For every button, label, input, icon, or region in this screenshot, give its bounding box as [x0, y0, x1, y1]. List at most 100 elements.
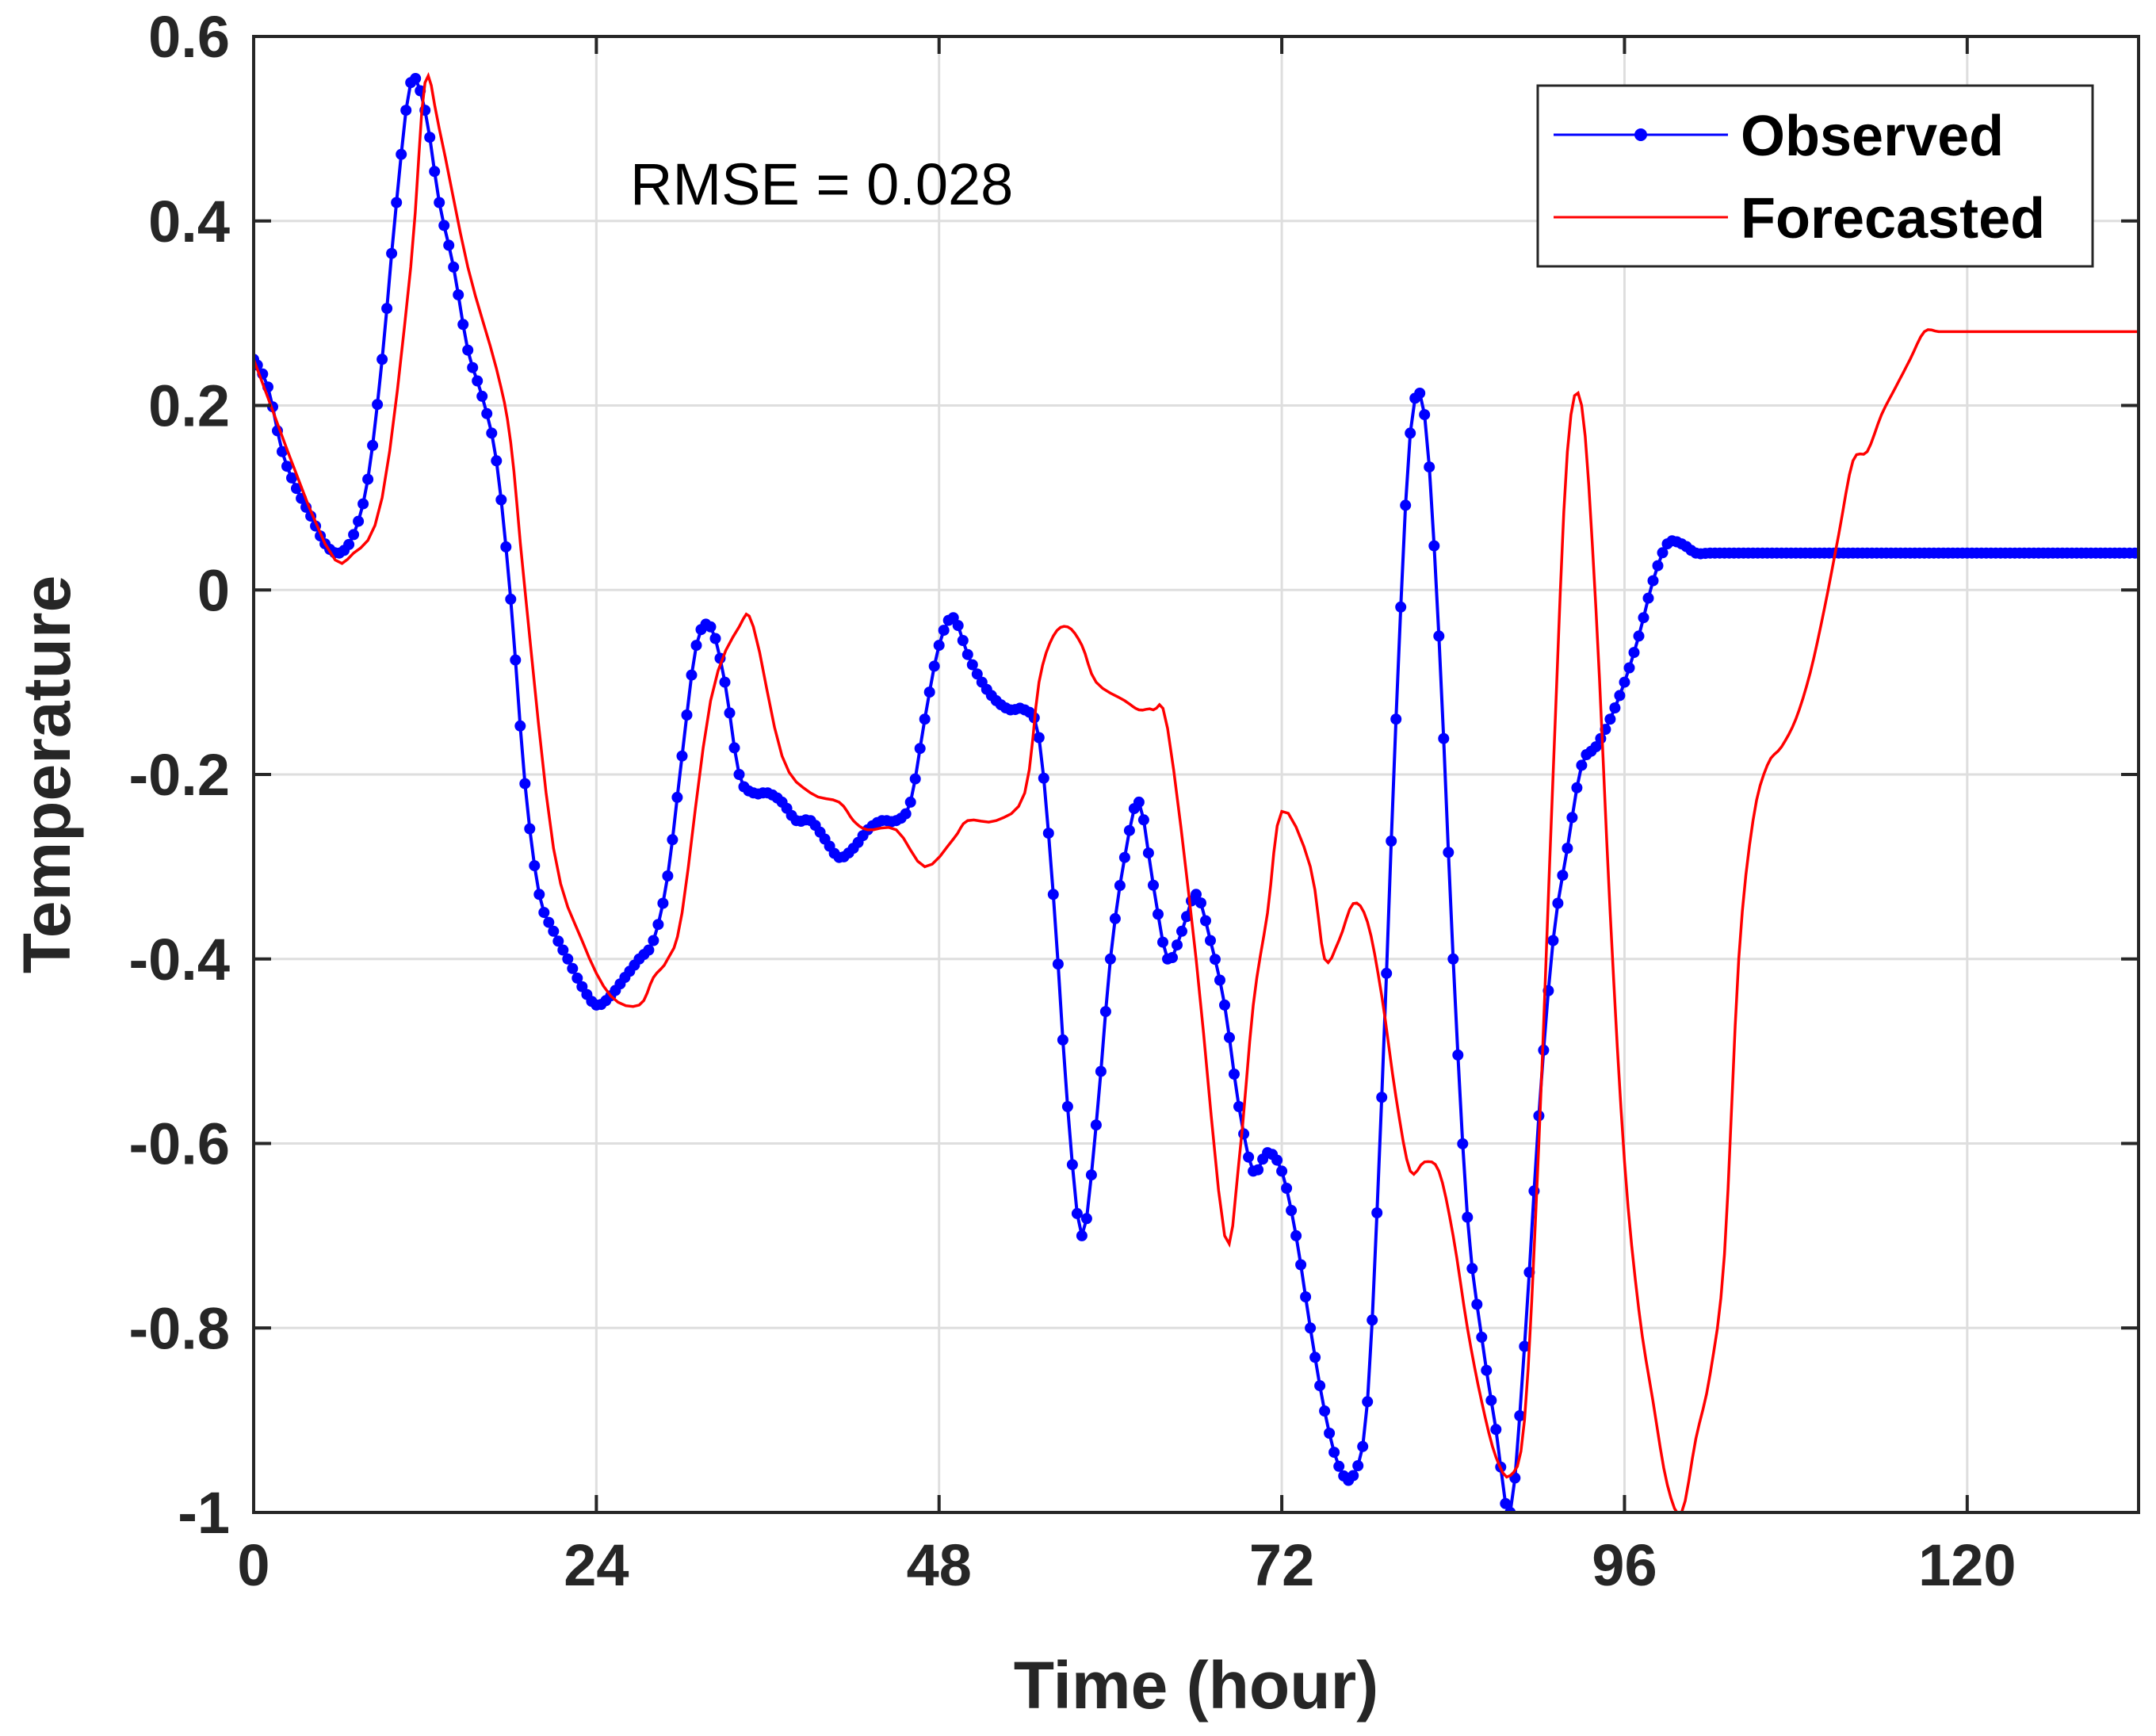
y-tick-label: 0	[197, 557, 230, 623]
observed-point	[1181, 911, 1192, 923]
observed-point	[657, 897, 669, 909]
observed-point	[1419, 409, 1431, 421]
observed-point	[1604, 713, 1616, 725]
observed-point	[1547, 935, 1559, 946]
observed-point	[667, 834, 679, 846]
observed-point	[1514, 1410, 1526, 1421]
observed-point	[1390, 713, 1402, 725]
observed-point	[286, 472, 297, 484]
observed-point	[662, 870, 674, 881]
observed-point	[923, 686, 935, 698]
x-tick-label: 24	[564, 1532, 629, 1598]
observed-point	[928, 660, 940, 672]
observed-point	[1314, 1380, 1326, 1392]
observed-point	[1057, 1034, 1068, 1046]
x-tick-label: 0	[237, 1532, 270, 1598]
observed-point	[1153, 908, 1164, 920]
observed-point	[438, 220, 450, 231]
x-tick-label: 72	[1249, 1532, 1314, 1598]
observed-point	[495, 494, 507, 506]
observed-point	[353, 515, 365, 527]
observed-point	[1210, 954, 1221, 966]
observed-point	[1238, 1128, 1250, 1140]
observed-point	[919, 713, 931, 725]
forecasted-line	[254, 71, 2139, 1512]
observed-point	[1386, 835, 1397, 847]
observed-point	[1438, 732, 1450, 744]
observed-point	[1633, 630, 1645, 642]
observed-point	[1642, 592, 1654, 604]
observed-point	[567, 962, 579, 974]
observed-point	[1428, 540, 1440, 552]
observed-point	[514, 720, 526, 732]
observed-point	[643, 944, 655, 956]
observed-point	[1452, 1049, 1464, 1061]
observed-point	[1052, 958, 1064, 970]
observed-point	[357, 498, 369, 510]
legend-box	[1536, 84, 2094, 268]
observed-point	[1167, 952, 1178, 963]
observed-point	[1562, 843, 1573, 855]
observed-point	[1133, 796, 1145, 808]
observed-point	[1080, 1213, 1092, 1225]
observed-point	[1638, 612, 1649, 624]
observed-point	[462, 344, 474, 356]
observed-point	[1405, 427, 1416, 439]
legend-observed-label: Observed	[1741, 105, 2004, 168]
ticks	[252, 35, 2139, 1514]
observed-point	[571, 972, 583, 984]
observed-point	[952, 620, 964, 632]
observed-point	[1328, 1447, 1340, 1459]
observed-point	[1205, 935, 1216, 946]
observed-point	[381, 303, 393, 315]
observed-point	[1066, 1159, 1078, 1171]
observed-point	[1400, 499, 1412, 511]
observed-point	[1362, 1396, 1374, 1408]
observed-point	[676, 750, 688, 762]
observed-point	[1137, 814, 1149, 826]
observed-point	[681, 709, 693, 721]
observed-point	[1367, 1314, 1378, 1326]
observed-point	[652, 919, 664, 931]
observed-point	[562, 953, 574, 965]
observed-point	[1085, 1169, 1097, 1181]
observed-point	[686, 669, 698, 681]
observed-point	[1566, 812, 1578, 824]
observed-point	[529, 860, 541, 872]
observed-point	[1557, 870, 1569, 881]
observed-point	[1099, 1006, 1111, 1018]
observed-point	[914, 743, 926, 755]
x-tick-label: 48	[907, 1532, 972, 1598]
observed-point	[424, 132, 436, 143]
observed-point	[362, 473, 374, 485]
observed-point	[372, 399, 384, 411]
observed-point	[1371, 1207, 1383, 1218]
observed-point	[552, 935, 564, 947]
observed-point	[1424, 461, 1435, 473]
observed-point	[1576, 759, 1588, 771]
observed-point	[543, 916, 555, 928]
observed-point	[1305, 1322, 1317, 1334]
observed-point	[400, 105, 412, 117]
observed-point	[648, 935, 659, 946]
tick-labels: 0 24 48 72 96 120 0.6 0.4 0.2 0 -0.2 -0.4 -0.6 -0.8 -1	[128, 4, 2016, 1598]
observed-point	[1619, 676, 1630, 688]
observed-point	[1471, 1298, 1483, 1310]
observed-point	[1295, 1259, 1307, 1271]
observed-point	[1243, 1151, 1255, 1163]
plot-area	[254, 71, 2139, 1512]
observed-point	[486, 427, 498, 439]
observed-point	[1071, 1207, 1083, 1219]
observed-point	[966, 659, 978, 671]
observed-point	[557, 944, 569, 956]
observed-point	[410, 73, 422, 84]
observed-point	[1500, 1497, 1512, 1509]
observed-point	[1376, 1092, 1388, 1103]
observed-point	[1219, 999, 1230, 1011]
observed-point	[1276, 1165, 1288, 1177]
observed-point	[481, 407, 493, 419]
observed-point	[1224, 1031, 1235, 1043]
observed-point	[724, 707, 736, 719]
